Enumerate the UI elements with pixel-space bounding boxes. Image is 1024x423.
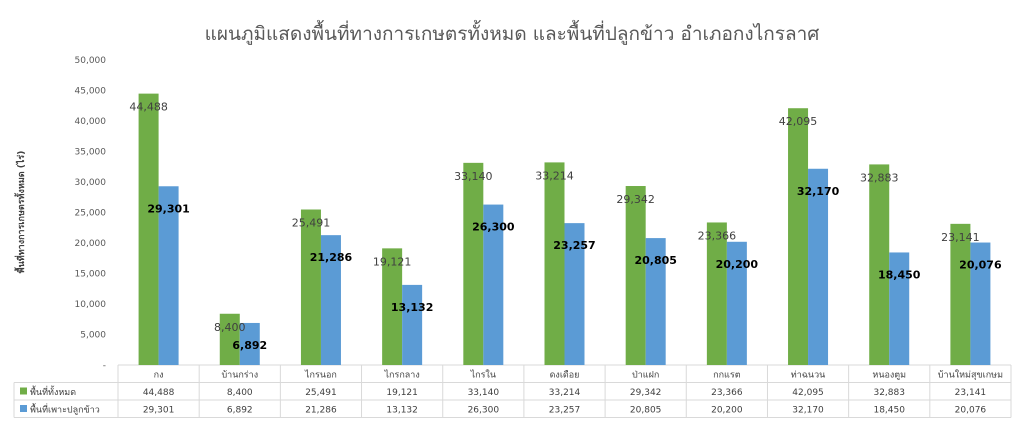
table-cell-value: 23,366 <box>711 388 743 398</box>
data-label-rice-area: 20,805 <box>634 254 676 267</box>
table-cell-value: 29,301 <box>143 406 175 416</box>
bar-total-area <box>138 93 159 365</box>
table-cell-value: 20,805 <box>630 406 662 416</box>
table-cell-value: 21,286 <box>305 406 337 416</box>
bar-rice-area <box>158 186 179 365</box>
y-tick-label: 35,000 <box>75 148 107 158</box>
chart-title: แผนภูมิแสดงพื้นที่ทางการเกษตรทั้งหมด และ… <box>205 20 820 45</box>
table-cell-value: 42,095 <box>792 388 824 398</box>
y-tick-label: - <box>103 361 106 371</box>
bar-total-area <box>544 162 565 365</box>
data-label-rice-area: 6,892 <box>232 339 267 352</box>
category-label: ไกรกลาง <box>384 370 420 381</box>
bar-total-area <box>788 108 809 366</box>
table-cell-value: 20,076 <box>955 406 987 416</box>
data-label-total-area: 42,095 <box>779 115 818 128</box>
data-label-total-area: 23,141 <box>941 231 980 244</box>
data-label-total-area: 44,488 <box>129 101 168 114</box>
bar-rice-area <box>889 252 910 365</box>
bar-total-area <box>706 222 727 365</box>
table-cell-value: 20,200 <box>711 406 743 416</box>
y-tick-label: 25,000 <box>75 209 107 219</box>
bar-total-area <box>463 162 484 365</box>
bar-rice-area <box>726 241 747 365</box>
category-label: ดงเดือย <box>550 370 580 381</box>
table-cell-value: 6,892 <box>227 406 253 416</box>
data-label-rice-area: 23,257 <box>553 239 595 252</box>
data-label-total-area: 23,366 <box>698 229 737 242</box>
y-tick-label: 30,000 <box>75 178 107 188</box>
plot-area: - 5,000 10,000 15,000 20,000 25,000 30,000 35,0… <box>13 56 1012 418</box>
bar-total-area <box>625 186 646 365</box>
data-label-rice-area: 32,170 <box>797 185 840 198</box>
category-label: กง <box>154 371 164 381</box>
category-label: บ้านใหม่สุขเกษม <box>938 370 1003 381</box>
bar-rice-area <box>564 223 585 365</box>
category-label: กกแรต <box>713 371 741 381</box>
data-label-total-area: 33,140 <box>454 170 493 183</box>
y-tick-label: 40,000 <box>75 117 107 127</box>
bar-total-area <box>300 209 321 365</box>
category-label: ไกรใน <box>470 370 496 381</box>
bar-rice-area <box>239 322 260 365</box>
table-cell-value: 19,121 <box>386 388 418 398</box>
data-label-rice-area: 21,286 <box>310 251 353 264</box>
table-cell-value: 32,883 <box>873 388 905 398</box>
table-cell-value: 23,141 <box>955 388 987 398</box>
category-label: ท่าฉนวน <box>791 371 825 381</box>
bar-total-area <box>382 248 403 365</box>
table-cell-value: 32,170 <box>792 406 824 416</box>
data-label-total-area: 29,342 <box>616 193 655 206</box>
legend-label: พื้นที่ทั้งหมด <box>30 385 76 398</box>
y-tick-label: 10,000 <box>75 300 107 310</box>
bar-rice-area <box>483 204 504 365</box>
y-tick-label: 15,000 <box>75 270 107 280</box>
data-label-rice-area: 29,301 <box>147 202 189 215</box>
bar-rice-area <box>808 168 829 365</box>
table-cell-value: 44,488 <box>143 388 175 398</box>
legend-swatch <box>20 387 27 395</box>
data-label-total-area: 33,214 <box>535 169 574 182</box>
category-label: ป่าแฝก <box>632 371 659 381</box>
legend-label: พื้นที่เพาะปลูกข้าว <box>30 403 100 416</box>
category-label: บ้านกร่าง <box>221 370 258 381</box>
table-cell-value: 13,132 <box>386 406 418 416</box>
table-cell-value: 26,300 <box>468 406 500 416</box>
table-cell-value: 29,342 <box>630 388 662 398</box>
data-label-rice-area: 26,300 <box>472 221 515 234</box>
y-tick-label: 20,000 <box>75 239 107 249</box>
table-cell-value: 25,491 <box>305 388 337 398</box>
table-cell-value: 8,400 <box>227 388 253 398</box>
bar-total-area <box>219 313 240 365</box>
y-tick-label: 45,000 <box>75 87 107 97</box>
bar-rice-area <box>645 238 666 365</box>
bar-total-area <box>950 223 971 365</box>
legend-swatch <box>20 405 27 412</box>
category-label: หนองตูม <box>872 371 906 381</box>
data-label-total-area: 25,491 <box>292 217 331 230</box>
data-label-total-area: 8,400 <box>214 321 246 334</box>
table-cell-value: 33,214 <box>549 388 581 398</box>
data-label-total-area: 19,121 <box>373 255 412 268</box>
bar-rice-area <box>970 242 991 365</box>
y-tick-label: 5,000 <box>80 331 106 341</box>
table-cell-value: 33,140 <box>468 388 500 398</box>
table-cell-value: 23,257 <box>549 406 581 416</box>
y-axis-label: พื้นที่ทางการเกษตรทั้งหมด (ไร่) <box>14 151 27 274</box>
data-label-rice-area: 20,200 <box>716 258 759 271</box>
bar-rice-area <box>320 235 341 365</box>
data-label-rice-area: 20,076 <box>959 259 1002 272</box>
data-label-total-area: 32,883 <box>860 171 899 184</box>
bar-rice-area <box>402 284 423 365</box>
y-tick-label: 50,000 <box>75 56 107 66</box>
table-cell-value: 18,450 <box>873 406 905 416</box>
data-label-rice-area: 13,132 <box>391 301 433 314</box>
category-label: ไกรนอก <box>304 370 337 381</box>
bar-total-area <box>869 164 890 365</box>
data-label-rice-area: 18,450 <box>878 268 921 281</box>
